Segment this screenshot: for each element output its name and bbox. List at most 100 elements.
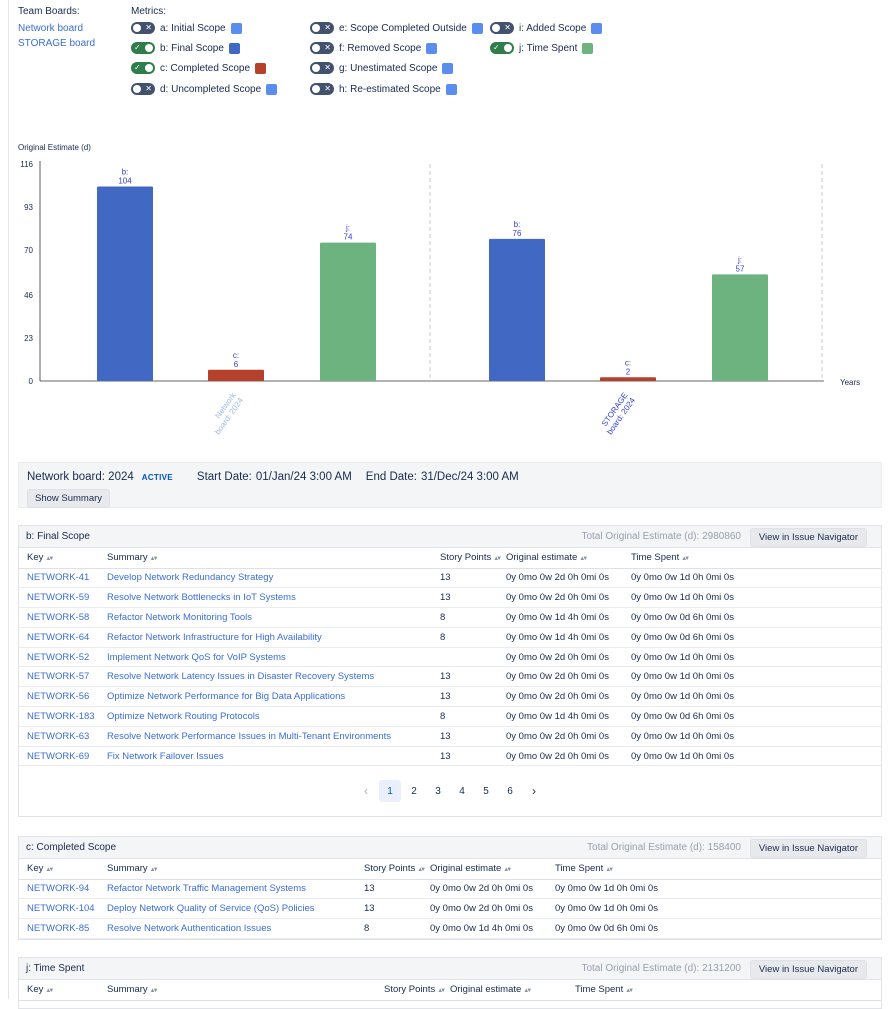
show-summary-button[interactable]: Show Summary bbox=[27, 489, 111, 508]
x-category-label-storage[interactable]: STORAGEboard: 2024 bbox=[598, 391, 638, 437]
metric-color-swatch[interactable] bbox=[228, 42, 240, 54]
original-estimate-column-header[interactable]: Original estimate ▲▼ bbox=[422, 859, 547, 880]
issue-summary-link[interactable]: Resolve Network Performance Issues in Mu… bbox=[99, 726, 432, 747]
metric-color-swatch[interactable] bbox=[582, 42, 594, 54]
issue-summary-link[interactable]: Develop Network Redundancy Strategy bbox=[99, 568, 432, 589]
summary-column-header[interactable]: Summary ▲▼ bbox=[99, 859, 356, 880]
metric-toggle-a[interactable]: ✕ a: Initial Scope bbox=[131, 20, 242, 36]
next-page-icon[interactable]: › bbox=[532, 784, 536, 799]
view-in-issue-navigator-button[interactable]: View in Issue Navigator bbox=[749, 960, 867, 979]
toggle-off-icon[interactable]: ✕ bbox=[310, 42, 334, 54]
sort-icon[interactable]: ▲▼ bbox=[523, 988, 532, 995]
sort-icon[interactable]: ▲▼ bbox=[579, 556, 588, 563]
toggle-on-icon[interactable]: ✓ bbox=[490, 42, 514, 54]
metric-toggle-f[interactable]: ✕ f: Removed Scope bbox=[310, 40, 438, 56]
summary-column-header[interactable]: Summary ▲▼ bbox=[99, 548, 432, 569]
key-column-header[interactable]: Key ▲▼ bbox=[19, 548, 99, 569]
issue-summary-link[interactable]: Optimize Network Performance for Big Dat… bbox=[99, 686, 432, 708]
toggle-off-icon[interactable]: ✕ bbox=[490, 22, 514, 34]
issue-key-link[interactable]: NETWORK-59 bbox=[19, 587, 99, 609]
toggle-off-icon[interactable]: ✕ bbox=[310, 22, 334, 34]
metric-toggle-c[interactable]: ✓ c: Completed Scope bbox=[131, 60, 267, 76]
time-spent-column-header[interactable]: Time Spent ▲▼ bbox=[567, 980, 881, 1001]
time-spent-column-header[interactable]: Time Spent ▲▼ bbox=[547, 859, 881, 880]
board-link-network[interactable]: Network board bbox=[18, 23, 84, 34]
issue-summary-link[interactable]: Refactor Network Monitoring Tools bbox=[99, 607, 432, 628]
key-column-header[interactable]: Key ▲▼ bbox=[19, 859, 99, 880]
page-button[interactable]: 1 bbox=[379, 780, 401, 803]
x-category-label-network[interactable]: Networkboard: 2024 bbox=[206, 390, 246, 436]
metric-color-swatch[interactable] bbox=[255, 62, 267, 74]
issue-key-link[interactable]: NETWORK-64 bbox=[19, 627, 99, 648]
sort-icon[interactable]: ▲▼ bbox=[681, 556, 690, 563]
issue-key-link[interactable]: NETWORK-57 bbox=[19, 666, 99, 688]
view-in-issue-navigator-button[interactable]: View in Issue Navigator bbox=[749, 528, 867, 547]
issue-summary-link[interactable]: Implement Network QoS for VoIP Systems bbox=[99, 647, 432, 668]
sort-icon[interactable]: ▲▼ bbox=[149, 988, 159, 995]
metric-toggle-b[interactable]: ✓ b: Final Scope bbox=[131, 40, 240, 56]
issue-summary-link[interactable]: Resolve Network Latency Issues in Disast… bbox=[99, 666, 432, 688]
issue-key-link[interactable]: NETWORK-58 bbox=[19, 607, 99, 628]
toggle-off-icon[interactable]: ✕ bbox=[310, 83, 334, 95]
sort-icon[interactable]: ▲▼ bbox=[503, 867, 512, 874]
issue-summary-link[interactable]: Resolve Network Bottlenecks in IoT Syste… bbox=[99, 587, 432, 609]
issue-key-link[interactable]: NETWORK-85 bbox=[19, 918, 99, 939]
toggle-on-icon[interactable]: ✓ bbox=[131, 62, 155, 74]
issue-summary-link[interactable]: Fix Network Failover Issues bbox=[99, 746, 432, 767]
issue-key-link[interactable]: NETWORK-94 bbox=[19, 879, 99, 900]
metric-color-swatch[interactable] bbox=[426, 42, 438, 54]
toggle-off-icon[interactable]: ✕ bbox=[310, 62, 334, 74]
issue-key-link[interactable]: NETWORK-52 bbox=[19, 647, 99, 668]
story-points-column-header[interactable]: Story Points ▲▼ bbox=[432, 548, 502, 569]
sort-icon[interactable]: ▲▼ bbox=[417, 867, 426, 874]
toggle-off-icon[interactable]: ✕ bbox=[131, 22, 155, 34]
sort-icon[interactable]: ▲▼ bbox=[493, 556, 502, 563]
time-spent-column-header[interactable]: Time Spent ▲▼ bbox=[623, 548, 881, 569]
issue-key-link[interactable]: NETWORK-41 bbox=[19, 568, 99, 589]
metric-toggle-h[interactable]: ✕ h: Re-estimated Scope bbox=[310, 81, 457, 97]
sort-icon[interactable]: ▲▼ bbox=[149, 556, 159, 563]
story-points-column-header[interactable]: Story Points ▲▼ bbox=[356, 859, 426, 880]
metric-color-swatch[interactable] bbox=[445, 83, 457, 95]
view-in-issue-navigator-button[interactable]: View in Issue Navigator bbox=[749, 839, 867, 858]
sort-icon[interactable]: ▲▼ bbox=[149, 867, 159, 874]
metric-color-swatch[interactable] bbox=[591, 22, 603, 34]
metric-toggle-i[interactable]: ✕ i: Added Scope bbox=[490, 20, 603, 36]
metric-toggle-d[interactable]: ✕ d: Uncompleted Scope bbox=[131, 81, 278, 97]
metric-toggle-e[interactable]: ✕ e: Scope Completed Outside bbox=[310, 20, 483, 36]
page-button[interactable]: 4 bbox=[459, 785, 465, 797]
issue-summary-link[interactable]: Refactor Network Traffic Management Syst… bbox=[99, 879, 356, 900]
issue-summary-link[interactable]: Resolve Network Authentication Issues bbox=[99, 918, 356, 939]
issue-summary-link[interactable]: Optimize Network Routing Protocols bbox=[99, 706, 432, 727]
summary-column-header[interactable]: Summary ▲▼ bbox=[99, 980, 376, 1001]
metric-toggle-j[interactable]: ✓ j: Time Spent bbox=[490, 40, 594, 56]
page-button[interactable]: 5 bbox=[483, 785, 489, 797]
story-points-column-header[interactable]: Story Points ▲▼ bbox=[376, 980, 446, 1001]
original-estimate-column-header[interactable]: Original estimate ▲▼ bbox=[498, 548, 623, 569]
issue-key-link[interactable]: NETWORK-104 bbox=[19, 898, 99, 920]
page-button[interactable]: 2 bbox=[411, 785, 417, 797]
sort-icon[interactable]: ▲▼ bbox=[605, 867, 614, 874]
metric-color-swatch[interactable] bbox=[266, 83, 278, 95]
issue-key-link[interactable]: NETWORK-56 bbox=[19, 686, 99, 708]
issue-key-link[interactable]: NETWORK-63 bbox=[19, 726, 99, 747]
sort-icon[interactable]: ▲▼ bbox=[437, 988, 446, 995]
page-button[interactable]: 3 bbox=[435, 785, 441, 797]
metric-color-swatch[interactable] bbox=[230, 22, 242, 34]
issue-summary-link[interactable]: Deploy Network Quality of Service (QoS) … bbox=[99, 898, 356, 920]
key-column-header[interactable]: Key ▲▼ bbox=[19, 980, 99, 1001]
original-estimate-column-header[interactable]: Original estimate ▲▼ bbox=[442, 980, 567, 1001]
issue-key-link[interactable]: NETWORK-69 bbox=[19, 746, 99, 767]
issue-summary-link[interactable]: Refactor Network Infrastructure for High… bbox=[99, 627, 432, 648]
issue-key-link[interactable]: NETWORK-183 bbox=[19, 706, 99, 727]
sort-icon[interactable]: ▲▼ bbox=[45, 988, 54, 995]
metric-color-swatch[interactable] bbox=[471, 22, 483, 34]
sort-icon[interactable]: ▲▼ bbox=[45, 556, 54, 563]
sort-icon[interactable]: ▲▼ bbox=[45, 867, 54, 874]
metric-color-swatch[interactable] bbox=[442, 62, 454, 74]
previous-page-icon[interactable]: ‹ bbox=[364, 784, 368, 799]
toggle-off-icon[interactable]: ✕ bbox=[131, 83, 155, 95]
board-link-storage[interactable]: STORAGE board bbox=[18, 38, 96, 49]
sort-icon[interactable]: ▲▼ bbox=[625, 988, 634, 995]
toggle-on-icon[interactable]: ✓ bbox=[131, 42, 155, 54]
